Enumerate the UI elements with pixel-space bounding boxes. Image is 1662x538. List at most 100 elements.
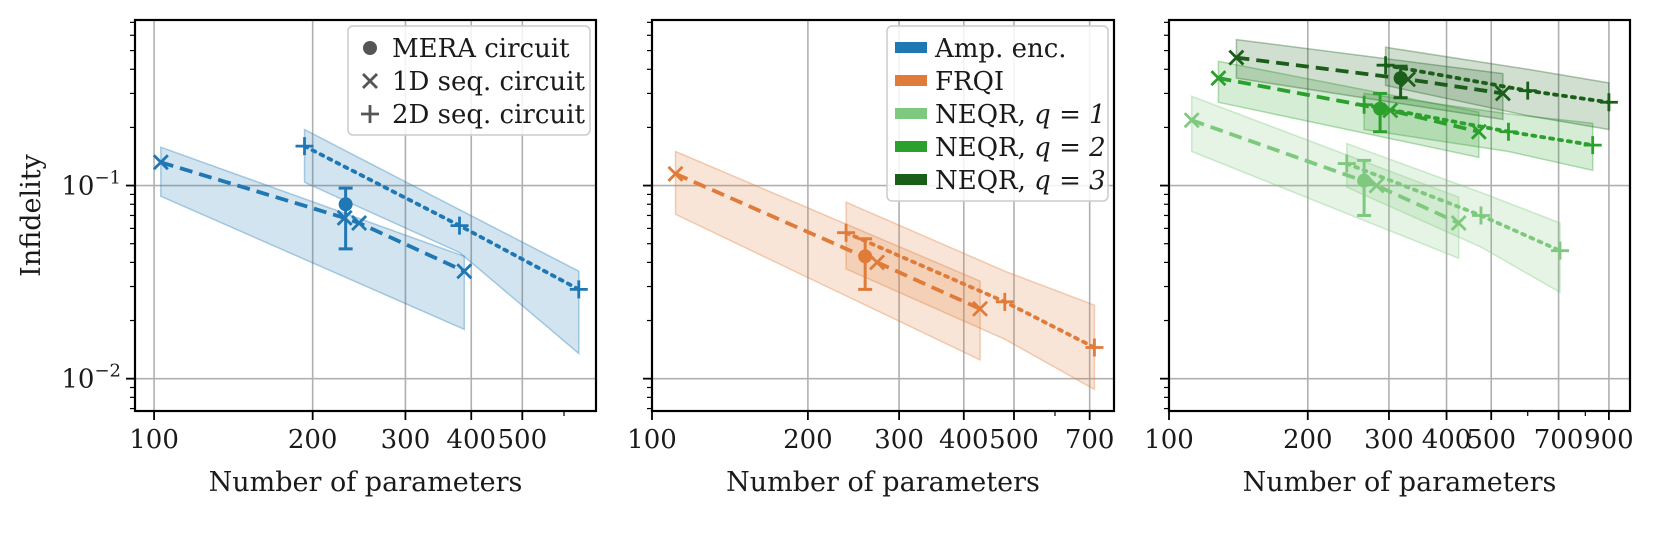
legend-label-math: q = 2 [1034,133,1106,163]
data-layer [667,150,1104,391]
legend-label-text: NEQR, [935,100,1034,130]
data-point-circle [1357,173,1372,188]
x-tick-label: 100 [129,425,179,455]
data-point-x [972,300,989,317]
data-point-x [1183,112,1200,129]
data-point-x [1382,102,1399,119]
legend-label-math: q = 1 [1034,100,1106,130]
data-point-plus [1583,136,1602,155]
legend-label: 1D seq. circuit [392,67,585,97]
x-tick-label: 700 [1065,425,1115,455]
legend-label-text: 2D seq. circuit [392,100,585,130]
data-point-x [1228,49,1245,66]
legend-label-text: 1D seq. circuit [392,67,585,97]
legend-label-text: MERA circuit [392,34,570,64]
plot-frame [650,18,1116,413]
x-tick-label: 400 [446,425,496,455]
legend-swatch [895,141,927,152]
legend-marker-plus [361,105,379,123]
data-layer [1183,38,1618,294]
x-axis-label: Number of parameters [1243,467,1557,498]
y-tick-label: 10−1 [61,168,121,202]
y-tick-base: 10 [61,365,94,395]
x-tick-label: 900 [1584,425,1634,455]
data-point-circle [858,249,873,264]
legend-swatch [895,42,927,53]
series-line [1191,118,1460,225]
data-point-plus [837,223,856,242]
data-point-plus [450,216,469,235]
plot-frame [1167,18,1632,413]
x-tick-label: 200 [783,425,833,455]
x-tick-label: 100 [1144,425,1194,455]
data-layer [152,128,588,356]
data-point-x [336,209,353,226]
legend-label: FRQI [935,67,1004,97]
data-point-x [1494,85,1511,102]
x-tick-label: 500 [989,425,1039,455]
data-point-x [456,263,473,280]
x-tick-label: 500 [497,425,547,455]
data-point-plus [1551,241,1570,260]
legend-swatch [895,108,927,119]
data-point-x [667,165,684,182]
data-point-plus [1599,93,1618,112]
data-point-plus [295,137,314,156]
data-point-x [1210,70,1227,87]
x-tick-label: 200 [288,425,338,455]
plot-frame [133,18,598,413]
legend-swatch [895,75,927,86]
data-point-plus [995,292,1014,311]
data-point-x [1450,214,1467,231]
legend-label-math: q = 3 [1034,166,1106,196]
legend-label-text: NEQR, [935,166,1034,196]
x-tick-label: 100 [627,425,677,455]
legend-marker-x [362,73,378,89]
x-tick-label: 300 [381,425,431,455]
data-point-x [1368,177,1385,194]
data-point-x [351,214,368,231]
legend-label: Amp. enc. [934,34,1067,64]
legend-marker-circle [363,41,377,55]
data-point-x [152,154,169,171]
x-tick-label: 400 [1422,425,1472,455]
x-tick-label: 300 [874,425,924,455]
data-point-circle [338,197,353,212]
panel-middle: 100 200 300 400 500 700 Number of parameters Am… [627,18,1116,498]
legend-label: NEQR, q = 1 [935,100,1106,130]
data-point-plus [1471,206,1490,225]
series-line [160,160,466,273]
legend-box [347,25,591,136]
data-point-plus [1085,338,1104,357]
data-point-plus [569,280,588,299]
confidence-band [1190,95,1460,260]
legend-label-text: FRQI [935,67,1004,97]
x-axis-label: Number of parameters [726,467,1040,498]
data-point-plus [1518,81,1537,100]
y-tick-exponent: −1 [94,168,121,189]
x-tick-label: 400 [939,425,989,455]
legend-label-text: Amp. enc. [934,34,1067,64]
data-point-x [1470,123,1487,140]
legend-box [886,25,1109,202]
legend-swatch [895,174,927,185]
confidence-band [303,128,580,356]
data-point-plus [1337,154,1356,173]
x-tick-label: 700 [1534,425,1584,455]
legend-label: NEQR, q = 2 [935,133,1106,163]
y-tick-exponent: −2 [94,361,121,382]
confidence-band [845,201,1096,391]
legend-label: 2D seq. circuit [392,100,585,130]
legend-label: NEQR, q = 3 [935,166,1106,196]
confidence-band [1217,60,1480,159]
data-point-x [869,254,886,271]
data-point-plus [1376,56,1395,75]
x-tick-label: 500 [1466,425,1516,455]
y-tick-label: 10−2 [61,361,121,395]
y-axis-label: Infidelity [16,153,47,276]
y-tick-base: 10 [61,172,94,202]
